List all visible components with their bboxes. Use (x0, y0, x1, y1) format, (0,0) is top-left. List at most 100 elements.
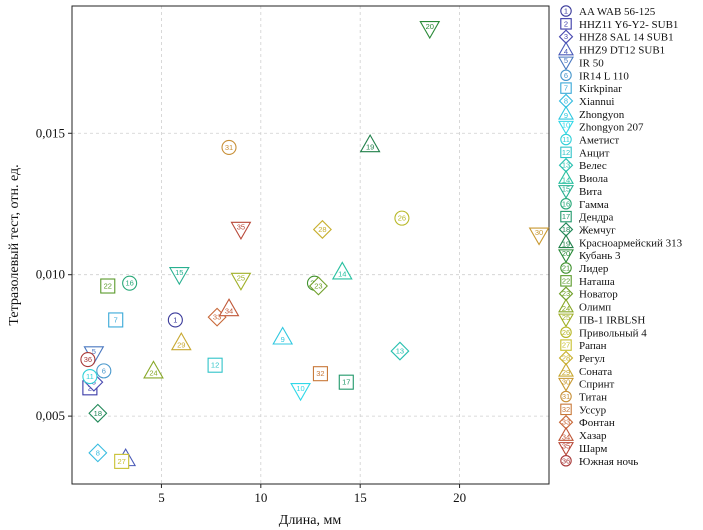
legend-label: Вита (579, 186, 602, 198)
marker-number: 19 (366, 142, 374, 151)
legend-marker-13: 13 (558, 157, 574, 173)
marker-number: 7 (114, 315, 118, 324)
data-point-17: 17 (338, 374, 354, 390)
legend-marker-25: 25 (558, 313, 574, 328)
marker-number: 36 (562, 456, 570, 465)
legend-label: Регул (579, 353, 605, 365)
legend-item: 4 HHZ9 DT12 SUB1 (558, 41, 665, 57)
marker-number: 18 (94, 409, 102, 418)
marker-number: 2 (88, 383, 92, 392)
data-point-10: 10 (290, 383, 311, 402)
legend-item: 16 Гамма (560, 198, 609, 211)
legend-label: AA WAB 56-125 (579, 6, 656, 18)
legend-label: Привольный 4 (579, 327, 647, 339)
legend-marker-29: 29 (558, 362, 574, 377)
marker-number: 10 (296, 384, 304, 393)
legend-label: IR 50 (579, 57, 604, 69)
marker-number: 28 (318, 225, 326, 234)
legend-marker-28: 28 (558, 350, 574, 366)
legend-marker-26: 26 (560, 326, 572, 338)
legend-item: 20 Кубань 3 (558, 249, 621, 264)
marker-number: 33 (213, 313, 221, 322)
data-point-20: 20 (419, 20, 441, 40)
marker-number: 9 (281, 335, 285, 344)
marker-number: 20 (426, 22, 434, 31)
legend-item: 30 Спринт (558, 377, 614, 392)
legend-item: 32 Уссур (560, 403, 607, 416)
legend-label: Лидер (579, 263, 609, 275)
marker-number: 17 (562, 212, 570, 221)
marker-number: 5 (564, 56, 568, 65)
legend-marker-7: 7 (560, 82, 572, 94)
legend-marker-14: 14 (558, 169, 574, 184)
marker-number: 22 (104, 282, 112, 291)
data-point-25: 25 (230, 272, 252, 291)
legend-label: HHZ9 DT12 SUB1 (579, 45, 665, 57)
marker-number: 23 (314, 282, 322, 291)
legend-label: Красноармейский 313 (579, 237, 683, 249)
legend-marker-21: 21 (560, 262, 572, 274)
legend-label: HHZ8 SAL 14 SUB1 (579, 32, 674, 44)
legend-label: Аметист (579, 135, 619, 147)
data-points: 1234567891011121314151617181920212223242… (80, 20, 550, 469)
marker-number: 33 (562, 418, 570, 427)
legend-label: Титан (579, 392, 607, 404)
y-tick-label: 0,015 (36, 125, 65, 140)
legend-marker-5: 5 (558, 56, 574, 71)
legend-marker-11: 11 (560, 133, 572, 146)
marker-number: 26 (562, 328, 570, 337)
marker-number: 7 (564, 84, 568, 93)
legend-item: 18 Жемчуг (558, 222, 616, 237)
legend-item: 21 Лидер (560, 262, 609, 275)
legend-label: Шарм (579, 443, 607, 455)
marker-number: 28 (562, 353, 570, 362)
legend-item: 17 Дендра (560, 210, 614, 224)
legend-item: 10 Zhongyon 207 (558, 120, 644, 135)
legend-item: 34 Хазар (558, 426, 607, 442)
legend-item: 24 Олимп (558, 298, 611, 314)
legend-marker-3: 3 (558, 29, 574, 44)
legend-marker-12: 12 (560, 146, 572, 159)
legend-item: 5 IR 50 (558, 56, 604, 71)
marker-number: 20 (562, 249, 570, 258)
marker-number: 14 (562, 175, 570, 184)
data-point-30: 30 (528, 227, 550, 246)
data-point-1: 1 (167, 312, 183, 328)
x-tick-label: 20 (453, 490, 466, 505)
marker-number: 1 (564, 7, 568, 16)
marker-number: 24 (149, 369, 157, 378)
marker-number: 13 (396, 347, 404, 356)
marker-number: 16 (562, 199, 570, 208)
legend-marker-30: 30 (558, 377, 574, 392)
marker-number: 26 (398, 214, 406, 223)
data-point-8: 8 (88, 443, 108, 463)
legend-label: HHZ11 Y6-Y2- SUB1 (579, 19, 678, 31)
legend-marker-33: 33 (558, 414, 574, 430)
y-tick-label: 0,005 (36, 408, 65, 423)
legend-item: 28 Регул (558, 350, 605, 366)
data-point-13: 13 (390, 341, 410, 361)
legend-label: Фонтан (579, 417, 615, 429)
legend-marker-23: 23 (558, 286, 574, 301)
marker-number: 6 (102, 366, 106, 375)
marker-number: 6 (564, 71, 568, 80)
data-point-12: 12 (207, 357, 223, 373)
data-point-11: 11 (82, 368, 98, 385)
y-tick-label: 0,010 (36, 267, 65, 282)
y-axis-label: Тетразолевый тест, отн. ед. (7, 164, 22, 325)
legend-marker-18: 18 (558, 222, 574, 237)
marker-number: 8 (564, 96, 568, 105)
legend-item: 2 HHZ11 Y6-Y2- SUB1 (560, 18, 678, 31)
legend-item: 19 Красноармейский 313 (558, 234, 683, 249)
data-point-18: 18 (88, 403, 108, 423)
data-point-14: 14 (331, 261, 353, 280)
marker-number: 9 (564, 111, 568, 120)
legend-item: 26 Привольный 4 (560, 326, 647, 339)
legend-label: Zhongyon (579, 109, 625, 121)
legend-marker-20: 20 (558, 249, 574, 264)
legend-label: Дендра (579, 212, 614, 224)
legend-marker-16: 16 (560, 198, 572, 210)
data-point-6: 6 (96, 363, 112, 379)
legend-marker-8: 8 (558, 93, 574, 109)
